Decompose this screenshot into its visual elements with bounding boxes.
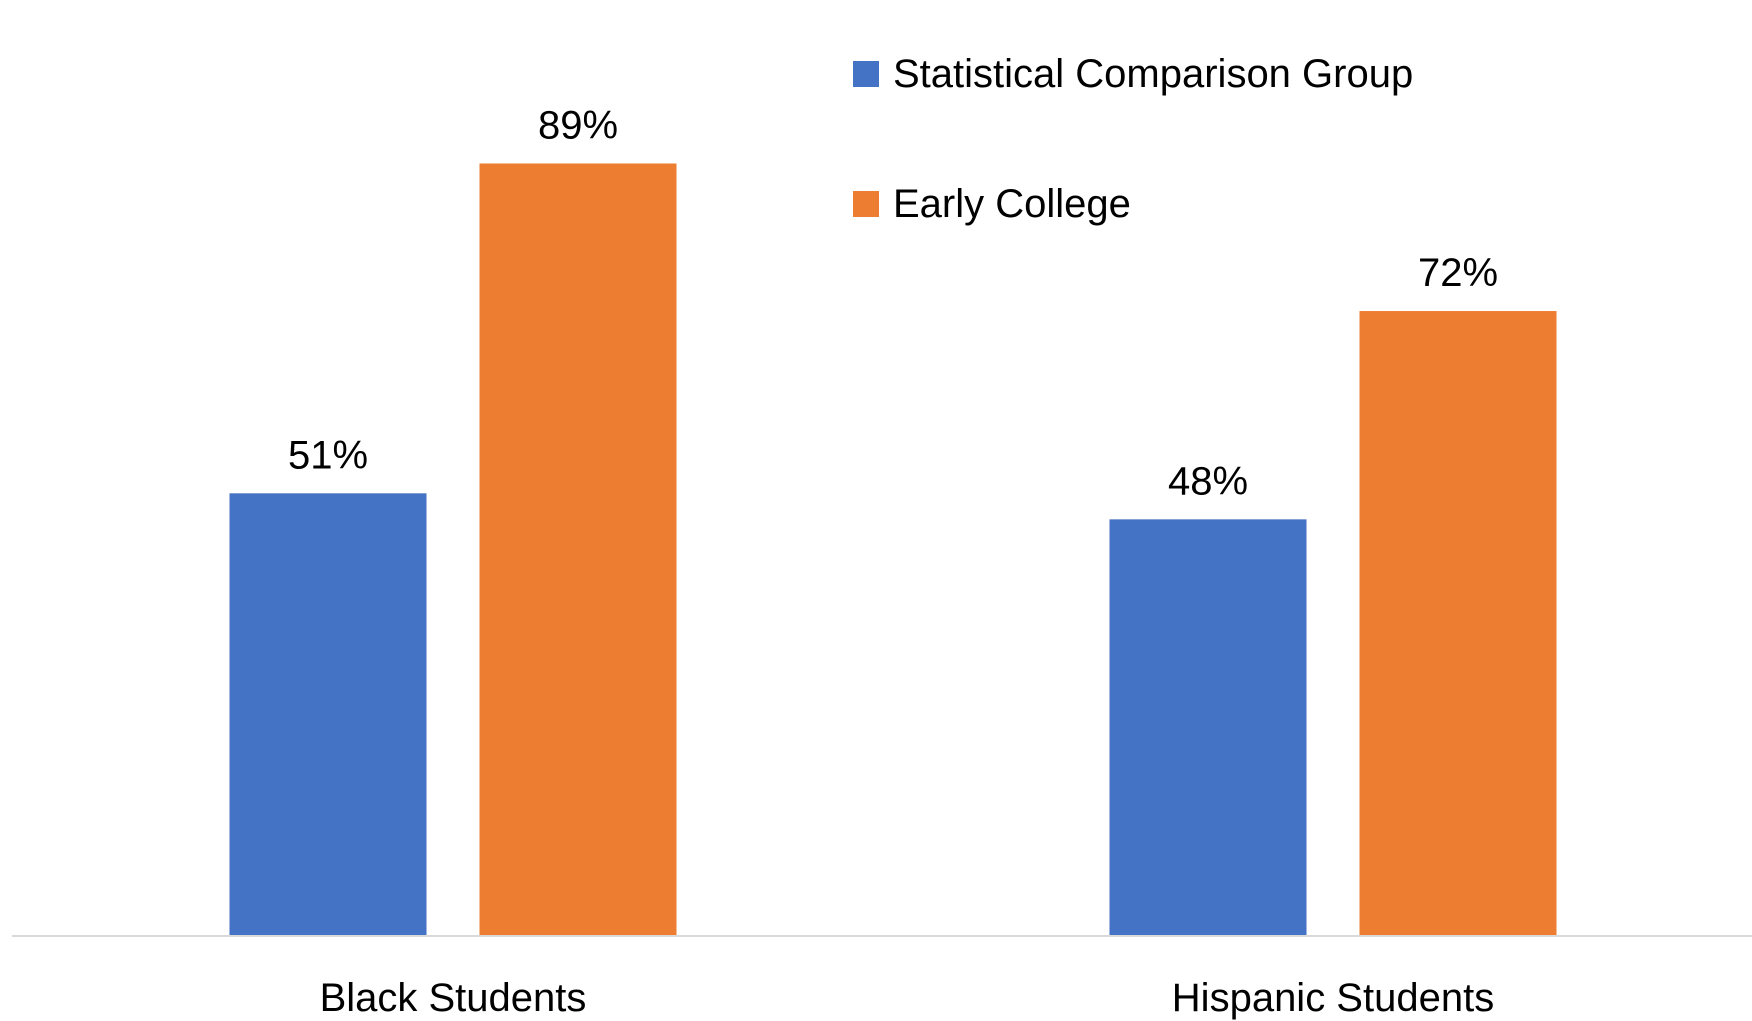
legend-label-series-1: Early College [893,182,1131,226]
data-label-1-series-0: 48% [1168,459,1248,503]
data-label-0-series-0: 51% [288,433,368,477]
legend-swatch-series-0 [853,61,879,87]
data-label-0-series-1: 89% [538,103,618,147]
bar-1-series-0 [1109,519,1307,936]
bars-group [229,163,1557,937]
x-tick-label-0: Black Students [320,976,587,1020]
x-tick-labels-group: Black Students Hispanic Students [320,976,1495,1020]
legend: Statistical Comparison Group Early Colle… [853,52,1413,226]
x-tick-label-1: Hispanic Students [1172,976,1494,1020]
data-labels-group: 51% 89% 48% 72% [288,103,1498,503]
bar-0-series-1 [479,163,677,937]
legend-swatch-series-1 [853,191,879,217]
data-label-1-series-1: 72% [1418,251,1498,295]
legend-label-series-0: Statistical Comparison Group [893,52,1413,96]
bar-1-series-1 [1359,311,1557,936]
bar-0-series-0 [229,493,427,936]
